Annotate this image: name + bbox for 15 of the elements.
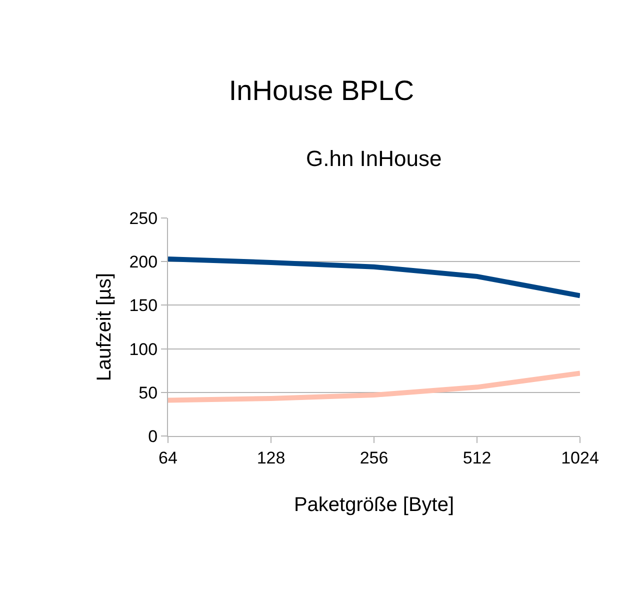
chart-title: InHouse BPLC <box>228 74 414 106</box>
x-tick-label: 1024 <box>561 448 599 468</box>
y-tick-label: 50 <box>138 383 158 402</box>
y-tick-label: 0 <box>148 426 158 446</box>
y-axis-title: Laufzeit [µs] <box>94 272 116 382</box>
y-tick-label: 100 <box>129 340 158 359</box>
x-tick-label: 256 <box>360 448 388 468</box>
x-axis-title: Paketgröße [Byte] <box>294 494 454 516</box>
x-tick-label: 64 <box>158 448 178 468</box>
y-tick-label: 150 <box>129 296 158 316</box>
x-tick-label: 128 <box>256 448 286 468</box>
chart-subtitle: G.hn InHouse <box>306 146 442 171</box>
y-tick-label: 200 <box>129 252 158 272</box>
x-tick-label: 512 <box>462 448 492 468</box>
y-tick-label: 250 <box>129 208 158 228</box>
